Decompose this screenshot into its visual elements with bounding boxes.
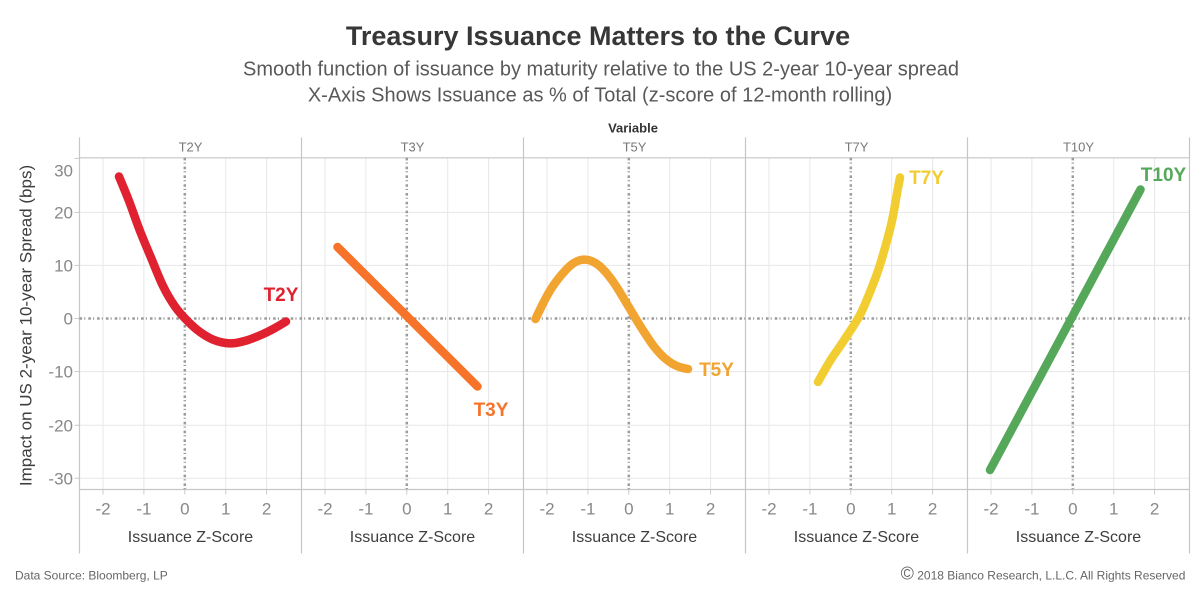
svg-text:-2: -2 xyxy=(539,500,554,519)
svg-text:X-Axis Shows Issuance as % of: X-Axis Shows Issuance as % of Total (z-s… xyxy=(308,85,892,107)
svg-text:T7Y: T7Y xyxy=(845,140,869,155)
svg-text:T3Y: T3Y xyxy=(474,400,509,421)
svg-text:Smooth function of issuance by: Smooth function of issuance by maturity … xyxy=(243,59,959,81)
svg-text:20: 20 xyxy=(54,204,73,223)
svg-text:© 2018 Bianco Research, L.L.C.: © 2018 Bianco Research, L.L.C. All Right… xyxy=(901,564,1186,584)
svg-text:0: 0 xyxy=(846,500,855,519)
svg-text:T10Y: T10Y xyxy=(1141,165,1187,186)
svg-text:Impact on US 2-year 10-year Sp: Impact on US 2-year 10-year Spread (bps) xyxy=(17,165,36,486)
svg-text:10: 10 xyxy=(54,257,73,276)
svg-text:-2: -2 xyxy=(761,500,776,519)
svg-text:T2Y: T2Y xyxy=(264,285,299,306)
svg-text:1: 1 xyxy=(443,500,452,519)
svg-text:-1: -1 xyxy=(358,500,373,519)
svg-text:2: 2 xyxy=(484,500,493,519)
svg-text:30: 30 xyxy=(54,162,73,181)
svg-text:1: 1 xyxy=(221,500,230,519)
svg-text:Issuance Z-Score: Issuance Z-Score xyxy=(572,529,697,546)
svg-text:2: 2 xyxy=(928,500,937,519)
svg-text:-20: -20 xyxy=(48,416,73,435)
svg-text:2: 2 xyxy=(262,500,271,519)
svg-text:Variable: Variable xyxy=(608,120,658,135)
svg-text:Issuance Z-Score: Issuance Z-Score xyxy=(350,529,475,546)
svg-text:2: 2 xyxy=(706,500,715,519)
svg-text:1: 1 xyxy=(887,500,896,519)
svg-text:-10: -10 xyxy=(48,363,73,382)
svg-text:T3Y: T3Y xyxy=(401,140,425,155)
svg-text:T5Y: T5Y xyxy=(623,140,647,155)
svg-text:T7Y: T7Y xyxy=(909,168,944,189)
svg-text:Treasury Issuance Matters to t: Treasury Issuance Matters to the Curve xyxy=(346,21,850,51)
svg-text:-1: -1 xyxy=(1024,500,1039,519)
svg-text:0: 0 xyxy=(402,500,411,519)
svg-text:-2: -2 xyxy=(317,500,332,519)
svg-text:-1: -1 xyxy=(580,500,595,519)
svg-text:1: 1 xyxy=(665,500,674,519)
svg-text:-2: -2 xyxy=(983,500,998,519)
svg-text:T10Y: T10Y xyxy=(1063,140,1094,155)
svg-text:0: 0 xyxy=(180,500,189,519)
svg-text:1: 1 xyxy=(1109,500,1118,519)
svg-text:-30: -30 xyxy=(48,469,73,488)
svg-text:Issuance Z-Score: Issuance Z-Score xyxy=(1016,529,1141,546)
svg-text:-1: -1 xyxy=(802,500,817,519)
svg-text:0: 0 xyxy=(624,500,633,519)
svg-text:Issuance Z-Score: Issuance Z-Score xyxy=(794,529,919,546)
svg-text:0: 0 xyxy=(1068,500,1077,519)
svg-text:T5Y: T5Y xyxy=(699,360,734,381)
svg-text:0: 0 xyxy=(64,310,73,329)
svg-text:-2: -2 xyxy=(95,500,110,519)
svg-text:Data Source: Bloomberg, LP: Data Source: Bloomberg, LP xyxy=(15,569,168,583)
svg-text:2: 2 xyxy=(1150,500,1159,519)
svg-text:T2Y: T2Y xyxy=(179,140,203,155)
svg-text:-1: -1 xyxy=(136,500,151,519)
svg-text:Issuance Z-Score: Issuance Z-Score xyxy=(128,529,253,546)
